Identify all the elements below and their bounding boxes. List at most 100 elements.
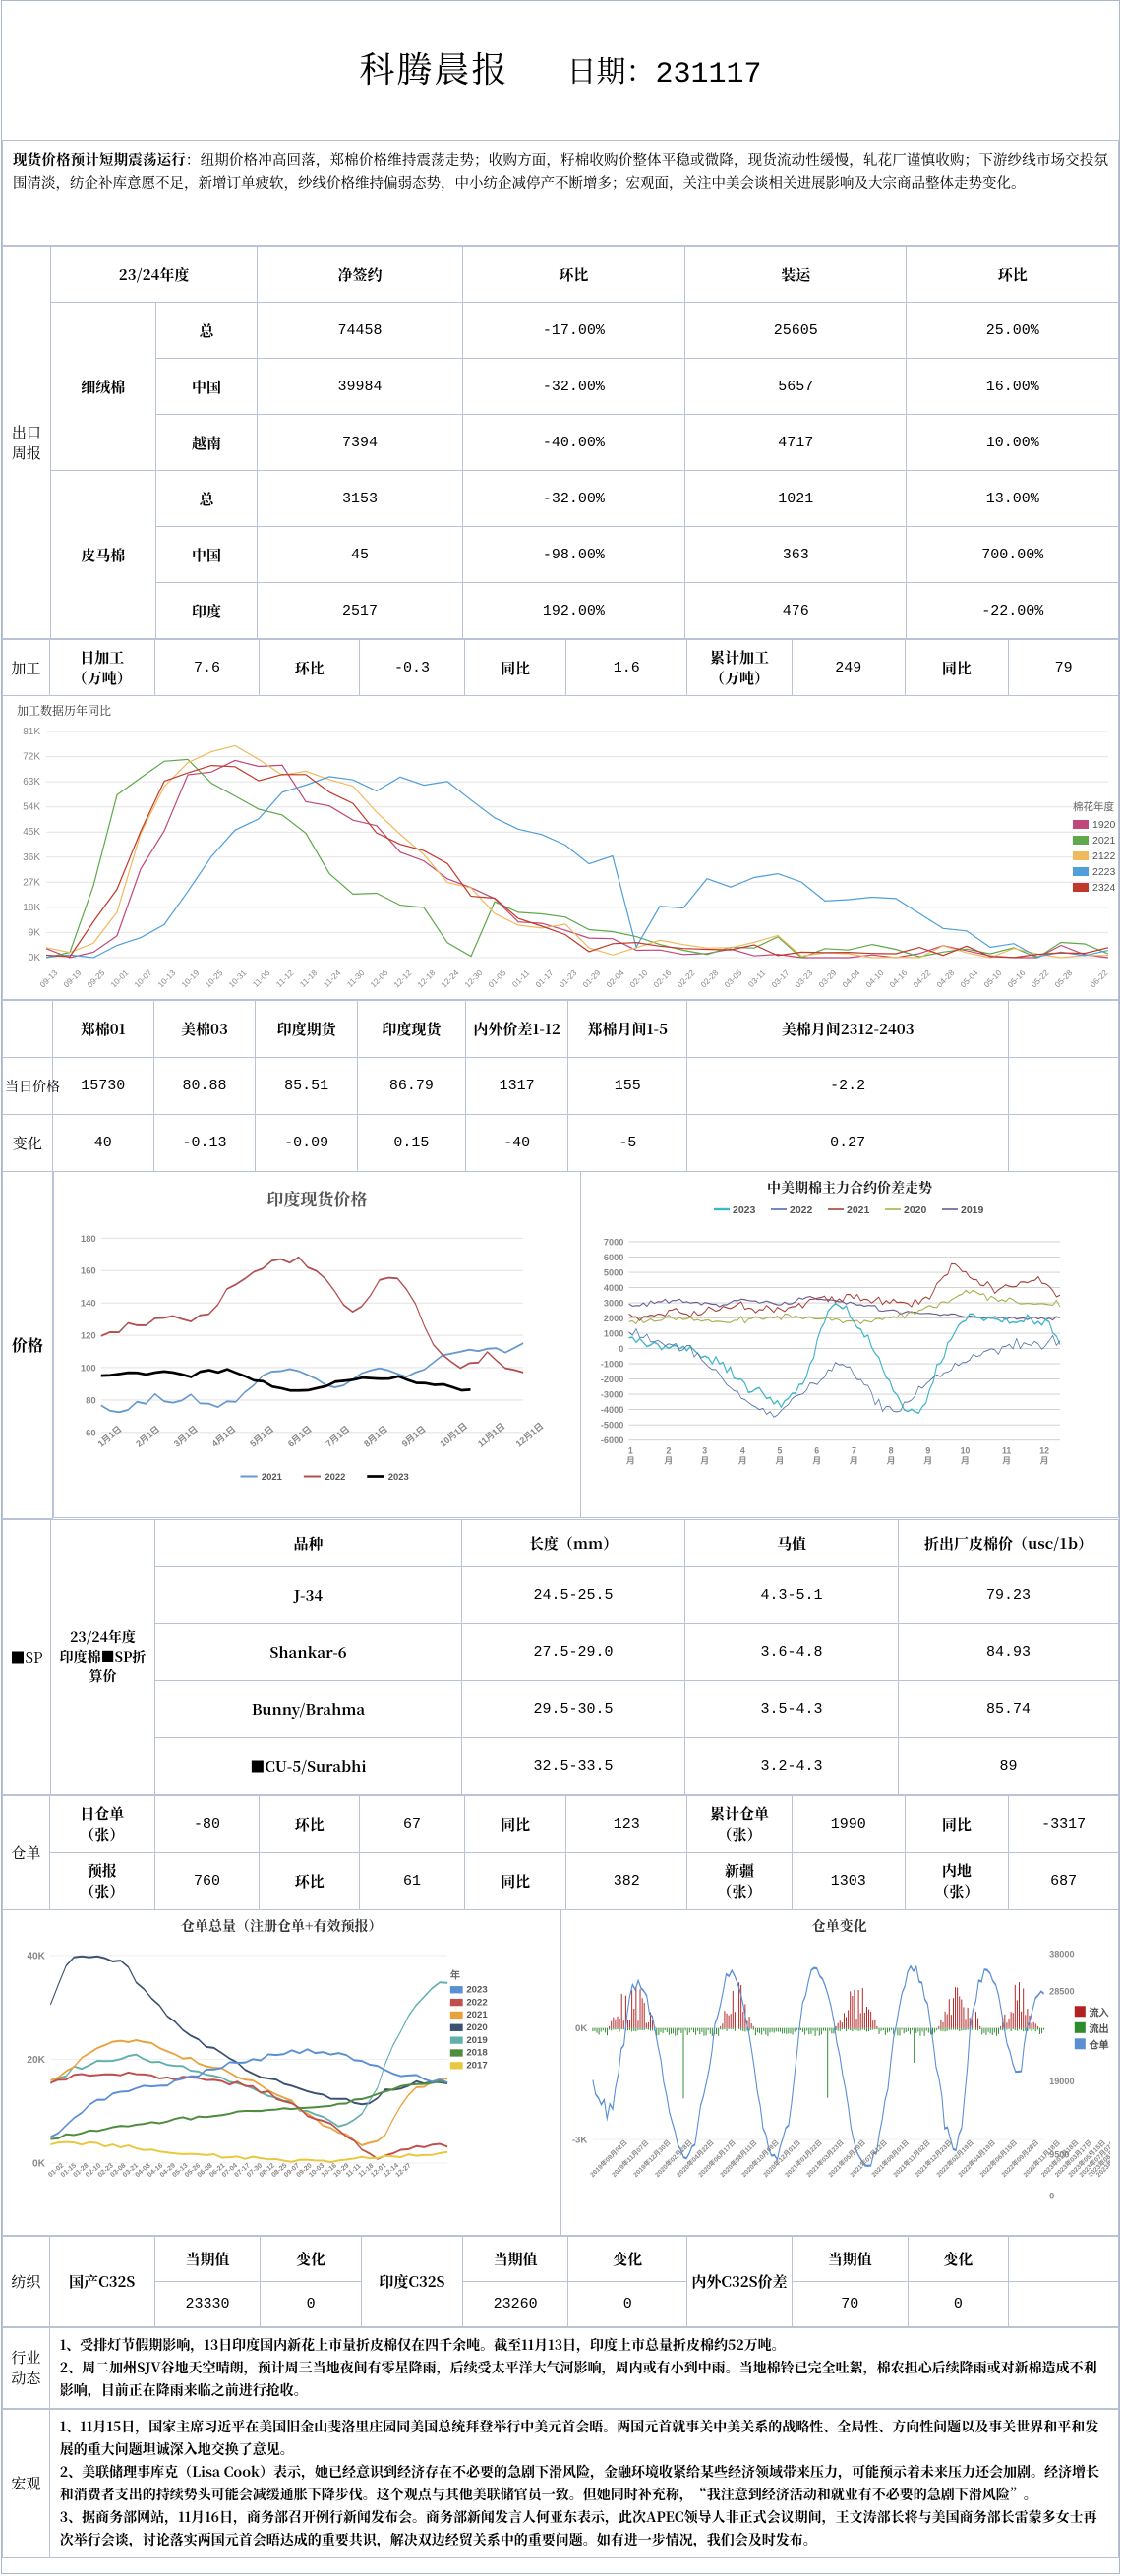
svg-text:2020年10月09日: 2020年10月09日: [739, 2137, 781, 2179]
svg-text:2022年02月19日: 2022年02月19日: [934, 2137, 975, 2179]
svg-text:1月: 1月: [625, 1446, 635, 1466]
svg-text:05-10: 05-10: [981, 967, 1003, 989]
svg-text:45K: 45K: [23, 827, 40, 838]
svg-text:11-18: 11-18: [298, 967, 320, 989]
svg-text:2019年09月02日: 2019年09月02日: [587, 2137, 628, 2179]
svg-text:11-30: 11-30: [345, 967, 367, 989]
svg-text:10月1日: 10月1日: [438, 1421, 469, 1449]
svg-text:2022: 2022: [790, 1204, 813, 1216]
svg-text:01-17: 01-17: [533, 967, 555, 989]
svg-text:10-31: 10-31: [226, 967, 248, 989]
svg-text:2021年07月12日: 2021年07月12日: [848, 2137, 889, 2179]
svg-text:2019: 2019: [961, 1204, 984, 1216]
svg-text:10-07: 10-07: [132, 967, 153, 989]
svg-text:2022年09月28日: 2022年09月28日: [999, 2137, 1040, 2179]
svg-text:04-04: 04-04: [840, 967, 861, 989]
svg-text:1月1日: 1月1日: [95, 1424, 123, 1449]
svg-text:2000: 2000: [604, 1314, 623, 1323]
svg-text:5000: 5000: [604, 1268, 623, 1278]
svg-text:2019年11月07日: 2019年11月07日: [609, 2137, 649, 2178]
svg-text:2021年03月23日: 2021年03月23日: [804, 2137, 846, 2179]
svg-text:18K: 18K: [23, 903, 40, 913]
svg-text:12-30: 12-30: [462, 967, 484, 989]
svg-text:04-16: 04-16: [887, 967, 909, 989]
svg-text:19000: 19000: [1049, 2077, 1074, 2086]
svg-text:05-16: 05-16: [1005, 967, 1027, 989]
svg-text:2021: 2021: [1092, 835, 1116, 847]
svg-text:1920: 1920: [1092, 819, 1116, 831]
svg-text:09-13: 09-13: [37, 967, 59, 989]
svg-text:04-22: 04-22: [911, 967, 932, 989]
svg-text:11-24: 11-24: [322, 967, 343, 989]
svg-text:流出: 流出: [1089, 2021, 1108, 2034]
svg-text:03-29: 03-29: [816, 967, 838, 989]
svg-text:2023: 2023: [387, 1472, 408, 1483]
svg-text:-6000: -6000: [601, 1435, 624, 1445]
svg-text:12月1日: 12月1日: [513, 1421, 545, 1449]
svg-text:120: 120: [81, 1331, 96, 1342]
svg-text:2022: 2022: [466, 1997, 487, 2008]
svg-text:03-05: 03-05: [722, 967, 743, 989]
svg-text:0K: 0K: [575, 2022, 587, 2033]
svg-text:-3000: -3000: [601, 1390, 624, 1400]
svg-text:05-22: 05-22: [1029, 967, 1050, 989]
svg-text:40K: 40K: [27, 1951, 45, 1961]
svg-text:2020年08月11日: 2020年08月11日: [718, 2137, 758, 2178]
svg-text:10-13: 10-13: [155, 967, 177, 989]
svg-text:10月: 10 月: [960, 1446, 970, 1466]
svg-text:10-01: 10-01: [108, 967, 130, 989]
svg-text:140: 140: [81, 1299, 96, 1310]
svg-text:2月: 2月: [663, 1446, 673, 1466]
svg-text:10-25: 10-25: [203, 967, 224, 989]
svg-text:2022: 2022: [324, 1472, 345, 1483]
svg-text:2021年01月22日: 2021年01月22日: [783, 2137, 824, 2179]
svg-text:9月1日: 9月1日: [400, 1424, 428, 1449]
svg-text:0: 0: [1049, 2191, 1054, 2200]
svg-text:80: 80: [86, 1395, 96, 1406]
svg-text:5月: 5月: [775, 1446, 785, 1466]
svg-text:12-06: 12-06: [368, 967, 389, 989]
svg-text:2019: 2019: [466, 2034, 487, 2045]
svg-text:8月: 8月: [886, 1446, 896, 1466]
svg-text:05-04: 05-04: [958, 967, 979, 989]
svg-text:2021: 2021: [847, 1204, 870, 1216]
svg-text:-2000: -2000: [601, 1375, 624, 1384]
svg-text:2019年12月30日: 2019年12月30日: [630, 2137, 672, 2179]
svg-text:01-05: 01-05: [486, 967, 507, 989]
svg-text:36K: 36K: [23, 852, 40, 863]
svg-text:60: 60: [86, 1428, 96, 1438]
svg-text:2022年06月15日: 2022年06月15日: [977, 2137, 1019, 2179]
svg-text:5月1日: 5月1日: [248, 1424, 275, 1449]
svg-text:06-22: 06-22: [1088, 967, 1109, 989]
svg-text:仓单: 仓单: [1088, 2038, 1108, 2051]
svg-text:0K: 0K: [29, 953, 41, 964]
svg-text:11月1日: 11月1日: [476, 1421, 506, 1449]
svg-text:年: 年: [450, 1968, 460, 1981]
svg-text:2021年09月01日: 2021年09月01日: [869, 2137, 911, 2179]
svg-text:01-11: 01-11: [510, 967, 532, 989]
svg-text:-5000: -5000: [601, 1421, 624, 1431]
svg-text:2023: 2023: [466, 1984, 487, 1995]
svg-text:02-04: 02-04: [604, 967, 625, 989]
svg-text:8月1日: 8月1日: [362, 1424, 389, 1449]
svg-text:05-28: 05-28: [1052, 967, 1074, 989]
svg-text:02-22: 02-22: [675, 967, 696, 989]
svg-text:02-10: 02-10: [627, 967, 649, 989]
svg-text:01-23: 01-23: [557, 967, 578, 989]
svg-text:12-24: 12-24: [439, 967, 460, 989]
svg-text:11-06: 11-06: [251, 967, 272, 989]
svg-text:81K: 81K: [23, 727, 40, 737]
svg-text:100: 100: [81, 1363, 96, 1374]
svg-text:2020: 2020: [904, 1204, 927, 1216]
svg-text:02-16: 02-16: [651, 967, 673, 989]
svg-text:4月: 4月: [738, 1446, 747, 1466]
svg-text:20K: 20K: [27, 2055, 45, 2066]
svg-text:-4000: -4000: [601, 1405, 624, 1415]
svg-text:-1000: -1000: [601, 1360, 624, 1370]
svg-text:2122: 2122: [1092, 850, 1116, 862]
svg-text:0K: 0K: [32, 2158, 46, 2169]
svg-text:01-29: 01-29: [580, 967, 602, 989]
svg-text:4月1日: 4月1日: [209, 1424, 237, 1449]
svg-text:09-19: 09-19: [61, 967, 83, 989]
svg-text:4000: 4000: [604, 1283, 623, 1293]
